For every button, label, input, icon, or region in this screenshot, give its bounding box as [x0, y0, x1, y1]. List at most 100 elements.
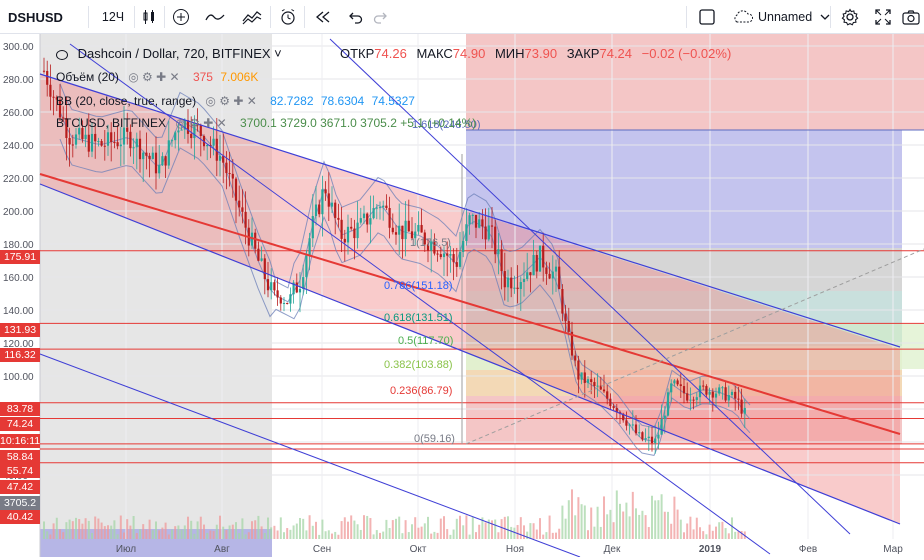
volume-bar: [257, 515, 260, 539]
volume-bar: [241, 518, 244, 539]
volume-bar: [731, 517, 733, 539]
volume-bar: [455, 518, 458, 539]
candle-body: [94, 133, 97, 142]
volume-bar: [119, 515, 122, 539]
undo-icon[interactable]: [344, 0, 366, 34]
price-label-box: 83.78: [0, 402, 40, 416]
volume-bar: [526, 531, 529, 539]
volume-bar: [484, 522, 487, 539]
candle-body: [503, 271, 506, 288]
time-tick-label: Июл: [116, 544, 136, 555]
indicator-name: BTCUSD, BITFINEX: [56, 116, 167, 130]
volume-bar: [283, 532, 285, 539]
fib-trend-line[interactable]: [465, 248, 924, 445]
candle-body: [49, 84, 52, 97]
price-chart[interactable]: 1.618(248.50) 1(176.5) 0.786(151.18) 0.618(…: [0, 34, 924, 558]
indicator-controls-icon[interactable]: ◎ ⚙ ✚ ✕: [205, 94, 257, 108]
interval-button[interactable]: 12Ч: [96, 0, 130, 34]
series-title-row[interactable]: Dashcoin / Dollar, 720, BITFINEX ˅: [56, 46, 282, 61]
volume-bar: [103, 526, 106, 539]
toolbar-divider: [134, 6, 135, 28]
volume-bar: [628, 516, 631, 539]
candle-body: [426, 244, 430, 251]
channel-upper-line[interactable]: [39, 73, 901, 348]
eye-icon[interactable]: [56, 49, 68, 60]
candle-body: [679, 384, 682, 387]
alert-clock-icon[interactable]: [276, 0, 300, 34]
price-tick-label: 240.00: [3, 141, 34, 152]
candle-body: [638, 432, 641, 434]
volume-bar: [443, 516, 445, 539]
volume-bar: [590, 507, 593, 539]
volume-bar: [49, 534, 52, 539]
volume-bar: [305, 530, 308, 539]
volume-bar: [660, 494, 663, 539]
candle-body: [388, 208, 391, 228]
candle-body: [705, 386, 708, 395]
compare-legend[interactable]: BTCUSD, BITFINEX ◎ ⚙ ✚ ✕ 3700.1 3729.0 3…: [56, 116, 476, 130]
candle-body: [273, 282, 276, 291]
chevron-down-icon[interactable]: ˅: [274, 46, 282, 61]
candle-body: [410, 231, 414, 239]
candle-body: [500, 249, 503, 272]
volume-bar: [203, 524, 205, 539]
compare-icon[interactable]: [240, 0, 264, 34]
volume-bar: [59, 529, 61, 539]
volume-bar: [519, 517, 522, 539]
volume-bar: [670, 523, 673, 539]
volume-bar: [219, 515, 221, 539]
volume-legend[interactable]: Объём (20) ◎ ⚙ ✚ ✕ 375 7.006K: [56, 70, 258, 84]
settings-gear-icon[interactable]: [838, 0, 862, 34]
candle-body: [378, 207, 382, 209]
trend-line-2[interactable]: [329, 38, 851, 535]
trend-line-1[interactable]: [69, 43, 771, 555]
replay-icon[interactable]: [312, 0, 334, 34]
symbol-label: DSHUSD: [8, 9, 63, 25]
candle-body: [289, 294, 292, 304]
camera-icon[interactable]: [900, 0, 922, 34]
expand-icon[interactable]: [872, 0, 894, 34]
candle-body: [170, 140, 174, 142]
candle-body: [532, 255, 535, 276]
volume-bar: [334, 531, 337, 539]
indicator-controls-icon[interactable]: ◎ ⚙ ✚ ✕: [175, 116, 227, 130]
candle-body: [468, 215, 471, 225]
candle-body: [433, 241, 436, 254]
fib-zone-1: [466, 130, 902, 248]
layout-menu[interactable]: Unnamed: [732, 0, 830, 34]
candle-body: [74, 134, 78, 145]
chart-pane[interactable]: 1.618(248.50) 1(176.5) 0.786(151.18) 0.618(…: [0, 34, 924, 558]
volume-bar: [555, 532, 557, 539]
indicators-icon[interactable]: [203, 0, 227, 34]
symbol-search[interactable]: DSHUSD: [8, 0, 63, 34]
volume-bar: [593, 526, 596, 539]
candle-body: [545, 267, 548, 274]
bb-legend[interactable]: BB (20, close, true, range) ◎ ⚙ ✚ ✕ 82.7…: [56, 94, 415, 108]
volume-bar: [94, 516, 97, 539]
toolbar-divider: [686, 6, 687, 28]
fullscreen-toggle-icon[interactable]: [696, 0, 718, 34]
indicator-controls-icon[interactable]: ◎ ⚙ ✚ ✕: [128, 70, 180, 84]
volume-bar: [619, 503, 621, 539]
channel-mid-line[interactable]: [39, 173, 901, 435]
candle-body: [602, 389, 606, 392]
volume-bar: [347, 521, 349, 539]
candle-body: [298, 288, 302, 293]
redo-icon[interactable]: [370, 0, 392, 34]
add-indicator-icon[interactable]: [170, 0, 192, 34]
channel-lower-line[interactable]: [39, 183, 901, 525]
candle-body: [113, 142, 116, 144]
candle-body: [737, 398, 740, 400]
fib-level-label: 1.618(248.50): [412, 119, 481, 131]
candles-icon[interactable]: [138, 0, 160, 34]
volume-bar: [462, 525, 465, 539]
trend-line-3[interactable]: [39, 353, 581, 558]
price-label-box: 175.91: [0, 250, 40, 264]
fib-level-label: 0(59.16): [414, 433, 455, 445]
volume-bar: [683, 532, 685, 539]
volume-bar: [529, 523, 532, 539]
volume-bar: [318, 534, 321, 539]
volume-bar: [270, 527, 273, 539]
candle-body: [666, 392, 670, 416]
volume-bar: [654, 500, 657, 539]
